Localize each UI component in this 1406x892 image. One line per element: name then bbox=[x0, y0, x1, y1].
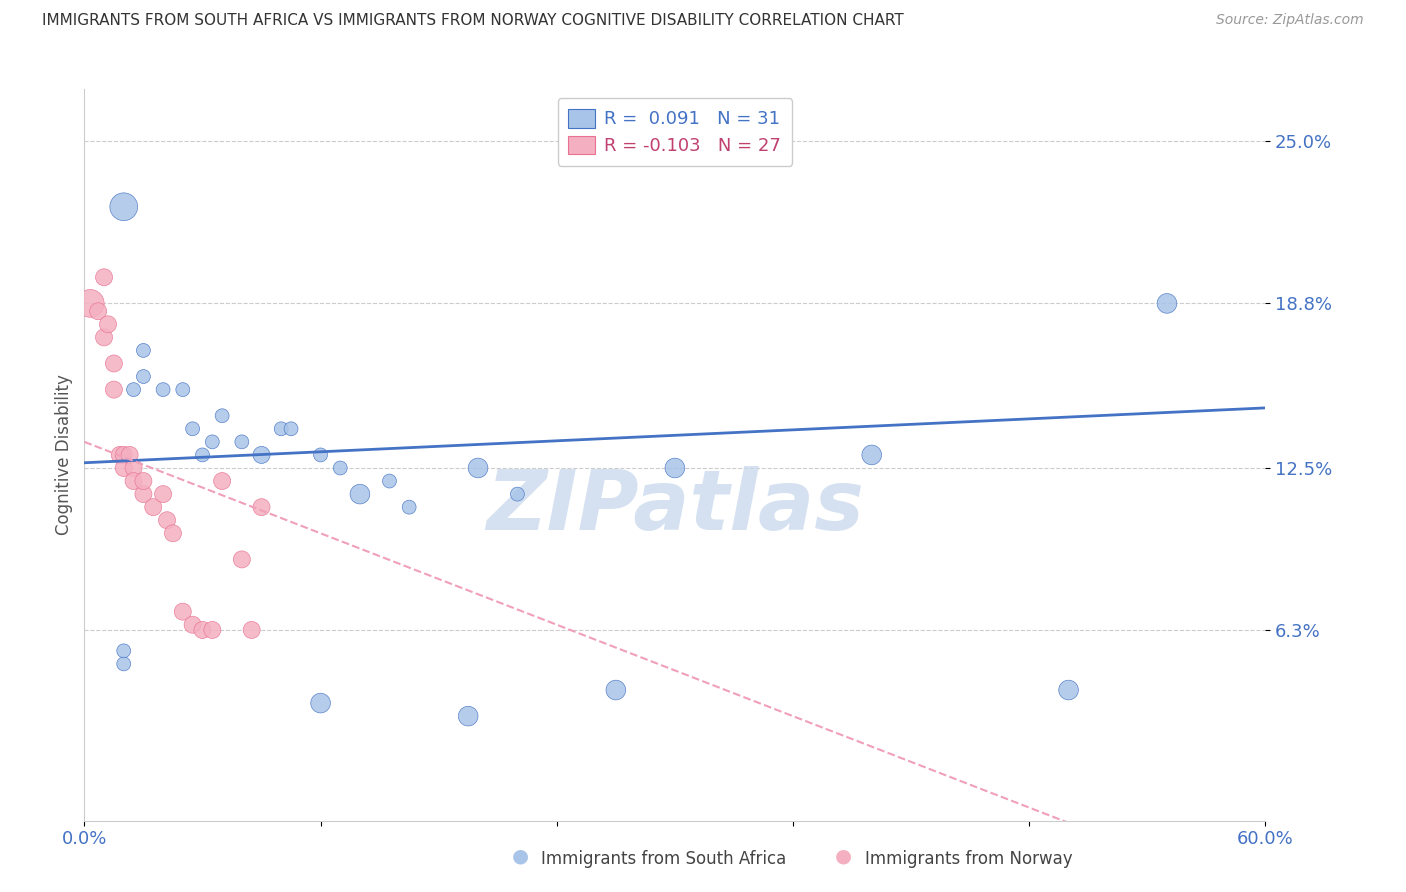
Point bbox=[605, 683, 627, 698]
Point bbox=[122, 461, 145, 475]
Point bbox=[93, 330, 115, 344]
Point bbox=[329, 461, 352, 475]
Point bbox=[231, 434, 253, 449]
Text: ●: ● bbox=[835, 847, 852, 866]
Point bbox=[191, 448, 214, 462]
Point bbox=[467, 461, 489, 475]
Point bbox=[280, 422, 302, 436]
Point bbox=[231, 552, 253, 566]
Point bbox=[191, 623, 214, 637]
Point bbox=[132, 369, 155, 384]
Point bbox=[309, 448, 332, 462]
Point bbox=[201, 623, 224, 637]
Point bbox=[172, 383, 194, 397]
Point bbox=[112, 448, 135, 462]
Point bbox=[79, 296, 101, 310]
Point bbox=[378, 474, 401, 488]
Point bbox=[201, 434, 224, 449]
Point bbox=[240, 623, 263, 637]
Point bbox=[142, 500, 165, 515]
Point bbox=[270, 422, 292, 436]
Point bbox=[112, 461, 135, 475]
Point bbox=[132, 487, 155, 501]
Point bbox=[112, 657, 135, 671]
Point bbox=[103, 383, 125, 397]
Point bbox=[309, 696, 332, 710]
Point bbox=[103, 356, 125, 371]
Point bbox=[156, 513, 179, 527]
Point bbox=[122, 474, 145, 488]
Text: ●: ● bbox=[512, 847, 529, 866]
Y-axis label: Cognitive Disability: Cognitive Disability bbox=[55, 375, 73, 535]
Text: Immigrants from Norway: Immigrants from Norway bbox=[865, 850, 1073, 868]
Point bbox=[1057, 683, 1080, 698]
Point bbox=[181, 422, 204, 436]
Point bbox=[152, 383, 174, 397]
Point bbox=[211, 409, 233, 423]
Point bbox=[349, 487, 371, 501]
Point bbox=[122, 383, 145, 397]
Point bbox=[112, 200, 135, 214]
Point bbox=[398, 500, 420, 515]
Point bbox=[506, 487, 529, 501]
Point bbox=[152, 487, 174, 501]
Point bbox=[132, 474, 155, 488]
Point bbox=[112, 644, 135, 658]
Point bbox=[108, 448, 131, 462]
Point bbox=[250, 500, 273, 515]
Point bbox=[664, 461, 686, 475]
Point bbox=[457, 709, 479, 723]
Point bbox=[118, 448, 141, 462]
Point bbox=[1156, 296, 1178, 310]
Point bbox=[97, 318, 120, 332]
Point bbox=[211, 474, 233, 488]
Point bbox=[132, 343, 155, 358]
Text: Immigrants from South Africa: Immigrants from South Africa bbox=[541, 850, 786, 868]
Point bbox=[250, 448, 273, 462]
Point bbox=[172, 605, 194, 619]
Text: Source: ZipAtlas.com: Source: ZipAtlas.com bbox=[1216, 13, 1364, 28]
Point bbox=[181, 617, 204, 632]
Legend: R =  0.091   N = 31, R = -0.103   N = 27: R = 0.091 N = 31, R = -0.103 N = 27 bbox=[558, 98, 792, 166]
Point bbox=[93, 270, 115, 285]
Text: IMMIGRANTS FROM SOUTH AFRICA VS IMMIGRANTS FROM NORWAY COGNITIVE DISABILITY CORR: IMMIGRANTS FROM SOUTH AFRICA VS IMMIGRAN… bbox=[42, 13, 904, 29]
Point bbox=[87, 304, 110, 318]
Text: ZIPatlas: ZIPatlas bbox=[486, 466, 863, 547]
Point bbox=[162, 526, 184, 541]
Point bbox=[112, 448, 135, 462]
Point bbox=[860, 448, 883, 462]
